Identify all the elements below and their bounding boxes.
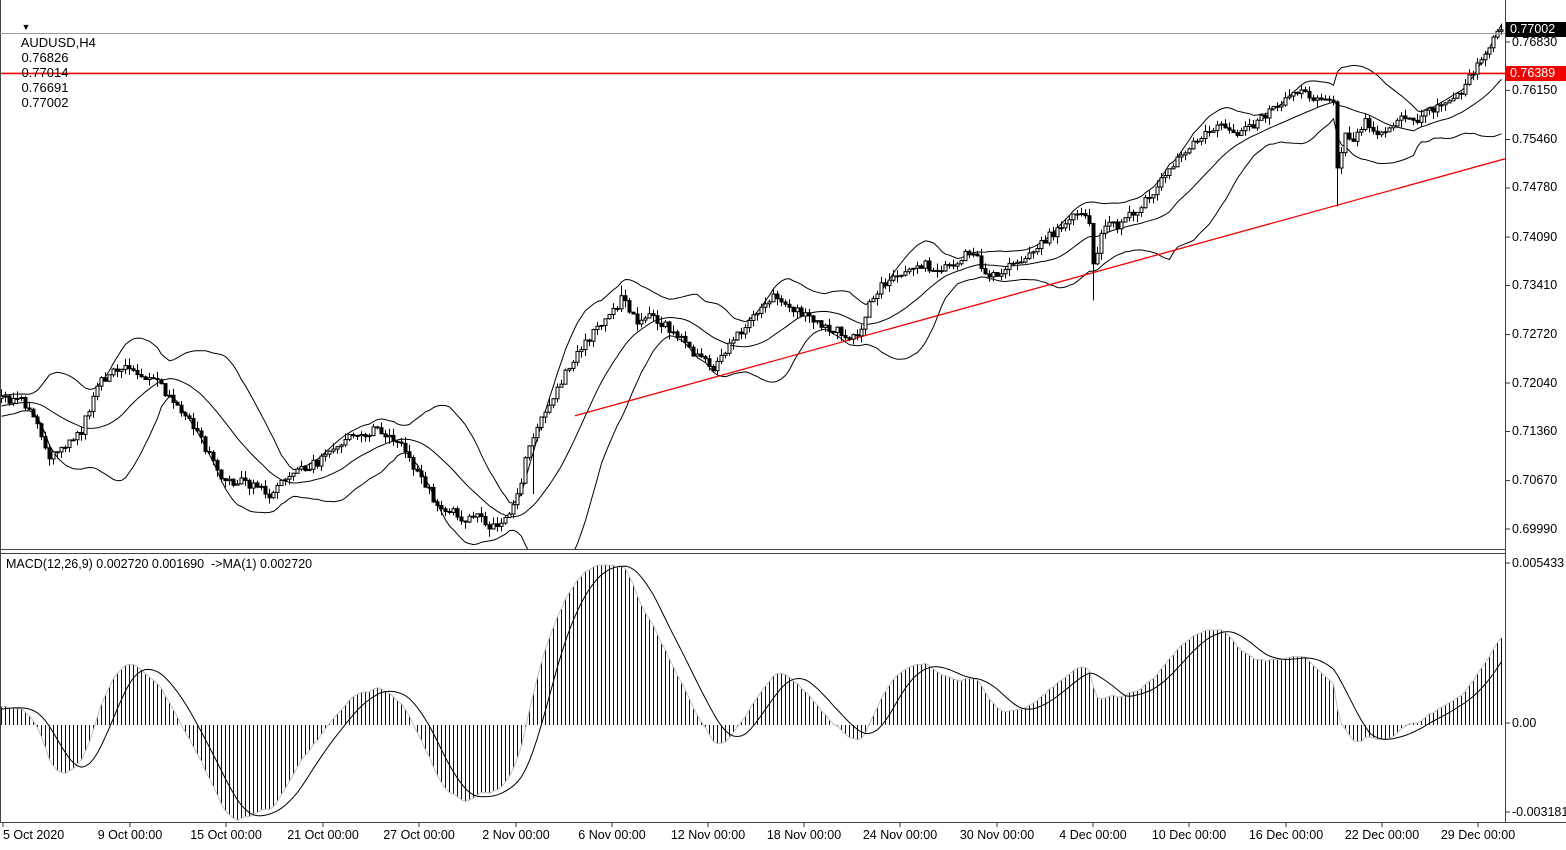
time-tick-label: 6 Nov 00:00: [578, 828, 646, 842]
time-tick-label: 2 Nov 00:00: [482, 828, 550, 842]
chart-title: ▼ AUDUSD,H4 0.76826 0.77014 0.76691 0.77…: [7, 5, 108, 125]
price-tick-label: 0.70670: [1512, 473, 1558, 488]
time-tick-label: 29 Dec 00:00: [1440, 828, 1516, 842]
price-tick-label: 0.72040: [1512, 375, 1558, 390]
macd-tick-label: -0.003181: [1512, 804, 1566, 819]
open-value: 0.76826: [21, 50, 69, 65]
macd-tick-label: 0.005433: [1512, 555, 1565, 570]
price-tick-label: 0.69990: [1512, 521, 1558, 536]
price-tick-label: 0.74090: [1512, 229, 1558, 244]
time-tick-label: 24 Nov 00:00: [862, 828, 938, 842]
macd-tick-label: 0.00: [1512, 715, 1537, 730]
low-value: 0.76691: [21, 80, 69, 95]
price-tick-label: 0.72720: [1512, 327, 1558, 342]
price-tick-label: 0.75460: [1512, 132, 1558, 147]
time-tick-label: 30 Nov 00:00: [959, 828, 1035, 842]
price-tick-label: 0.71360: [1512, 423, 1558, 438]
time-tick-label: 18 Nov 00:00: [766, 828, 842, 842]
close-value: 0.77002: [21, 95, 69, 110]
time-tick-label: 16 Dec 00:00: [1248, 828, 1324, 842]
time-tick-label: 15 Oct 00:00: [190, 828, 262, 842]
price-tick-label: 0.76830: [1512, 34, 1558, 49]
main-chart-pane[interactable]: [0, 33, 1505, 549]
time-tick-label: 5 Oct 2020: [3, 828, 65, 842]
current-price-badge: 0.77002: [1506, 22, 1566, 38]
time-tick-label: 4 Dec 00:00: [1059, 828, 1127, 842]
price-axis[interactable]: [1505, 0, 1566, 822]
symbol-dropdown-icon[interactable]: ▼: [21, 22, 31, 32]
macd-indicator-label: MACD(12,26,9) 0.002720 0.001690 ->MA(1) …: [6, 557, 313, 571]
price-tick-label: 0.73410: [1512, 278, 1558, 292]
macd-indicator-pane[interactable]: [0, 553, 1505, 822]
time-tick-label: 22 Dec 00:00: [1344, 828, 1420, 842]
time-tick-label: 27 Oct 00:00: [383, 828, 455, 842]
symbol-period-label: AUDUSD,H4: [20, 35, 96, 50]
time-tick-label: 21 Oct 00:00: [287, 828, 359, 842]
time-tick-label: 12 Nov 00:00: [670, 828, 746, 842]
time-tick-label: 9 Oct 00:00: [97, 828, 163, 842]
price-tick-label: 0.74780: [1512, 180, 1558, 195]
hline-price-badge: 0.76389: [1506, 65, 1566, 81]
time-tick-label: 10 Dec 00:00: [1151, 828, 1227, 842]
price-tick-label: 0.76150: [1512, 82, 1558, 97]
high-value: 0.77014: [21, 65, 69, 80]
